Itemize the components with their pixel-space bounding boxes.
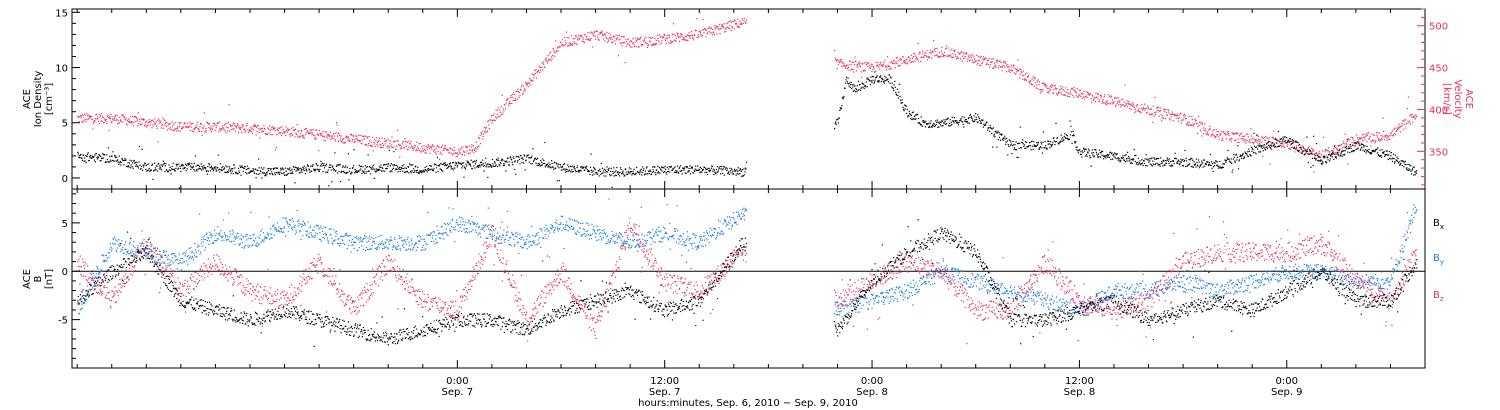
left-y-tick-label: 5 bbox=[62, 219, 68, 230]
by-series bbox=[77, 198, 1418, 342]
right-y-tick-label: 500 bbox=[1429, 22, 1448, 33]
bx-series bbox=[77, 219, 1418, 347]
left-y-tick-label: 0 bbox=[62, 267, 68, 278]
x-axis-label: hours:minutes, Sep. 6, 2010 − Sep. 9, 20… bbox=[638, 398, 858, 409]
bz-series bbox=[77, 207, 1418, 345]
left-y-tick-label: 10 bbox=[55, 64, 68, 75]
x-tick-date-label: Sep. 9 bbox=[1271, 387, 1303, 398]
x-tick-date-label: Sep. 7 bbox=[442, 387, 474, 398]
x-tick-date-label: Sep. 7 bbox=[649, 387, 681, 398]
density-axis-label: ACEIon Density[cm⁻³] bbox=[22, 71, 55, 128]
left-y-tick-label: 5 bbox=[62, 119, 68, 130]
legend-bx: Bx bbox=[1433, 218, 1444, 231]
x-tick-date-label: Sep. 8 bbox=[856, 387, 888, 398]
x-tick-date-label: Sep. 8 bbox=[1064, 387, 1096, 398]
x-tick-time-label: 0:00 bbox=[1276, 376, 1298, 387]
velocity-series bbox=[77, 17, 1418, 173]
bottom-panel-frame bbox=[71, 188, 1426, 369]
legend-bz: Bz bbox=[1433, 290, 1444, 303]
x-tick-time-label: 0:00 bbox=[446, 376, 468, 387]
x-tick-time-label: 12:00 bbox=[1065, 376, 1094, 387]
right-y-tick-label: 450 bbox=[1429, 64, 1448, 75]
x-tick-time-label: 0:00 bbox=[861, 376, 883, 387]
b-field-axis-label: ACEB[nT] bbox=[22, 269, 55, 289]
left-y-tick-label: -5 bbox=[58, 316, 68, 327]
x-tick-time-label: 12:00 bbox=[650, 376, 679, 387]
legend-by: By bbox=[1433, 253, 1444, 266]
right-y-tick-label: 400 bbox=[1429, 105, 1448, 116]
top-panel-frame bbox=[71, 8, 1426, 190]
left-y-tick-label: 0 bbox=[62, 174, 68, 185]
velocity-axis-label: ACEVelocity[km/s] bbox=[1441, 79, 1474, 118]
density-series bbox=[77, 74, 1418, 189]
right-y-tick-label: 350 bbox=[1429, 147, 1448, 158]
left-y-tick-label: 15 bbox=[55, 8, 68, 19]
